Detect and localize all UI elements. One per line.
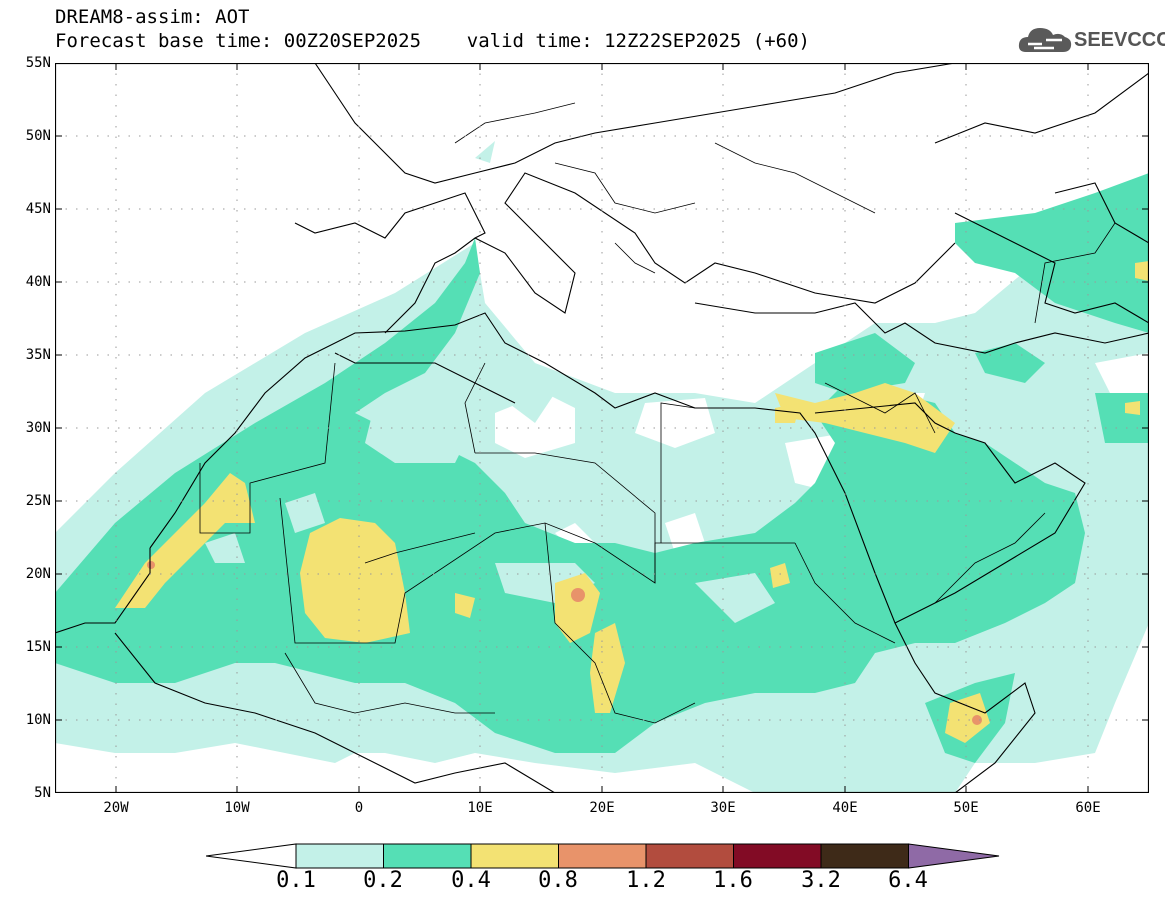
coastlines [55, 63, 1149, 793]
colorbar-label: 3.2 [801, 868, 841, 893]
seevccc-logo: SEEVCCC [1018, 24, 1165, 58]
map-title: DREAM8-assim: AOT [55, 6, 250, 28]
colorbar-label: 0.2 [363, 868, 403, 893]
lon-label: 10W [224, 800, 250, 816]
forecast-times: Forecast base time: 00Z20SEP2025 valid t… [55, 30, 810, 52]
colorbar-swatch [558, 843, 647, 869]
aot-level-0.8 [147, 561, 982, 725]
lat-label: 40N [25, 274, 51, 290]
lat-label: 25N [25, 493, 51, 509]
ticks [55, 63, 1149, 793]
colorbar-label: 0.1 [276, 868, 316, 893]
lat-label: 30N [25, 420, 51, 436]
lon-label: 40E [832, 800, 858, 816]
logo-text: SEEVCCC [1074, 29, 1165, 51]
colorbar-swatch [820, 843, 909, 869]
lat-label: 20N [25, 566, 51, 582]
gridlines [55, 63, 1149, 793]
lon-label: 50E [953, 800, 979, 816]
lat-label: 10N [25, 712, 51, 728]
lon-label: 30E [710, 800, 736, 816]
lon-label: 60E [1075, 800, 1101, 816]
lat-label: 35N [25, 347, 51, 363]
colorbar-swatch [645, 843, 734, 869]
lat-label: 55N [25, 55, 51, 71]
colorbar-label: 0.8 [538, 868, 578, 893]
aot-map [55, 63, 1149, 793]
colorbar-label: 1.6 [713, 868, 753, 893]
colorbar-swatch [733, 843, 822, 869]
lon-label: 0 [354, 800, 364, 816]
lat-label: 5N [34, 785, 51, 801]
lat-label: 45N [25, 201, 51, 217]
colorbar [206, 843, 1000, 869]
aot-level-0.4 [115, 261, 1149, 743]
lon-label: 10E [467, 800, 493, 816]
colorbar-swatch [383, 843, 472, 869]
lat-label: 15N [25, 639, 51, 655]
lat-label: 50N [25, 128, 51, 144]
colorbar-under [206, 843, 297, 869]
colorbar-swatch [470, 843, 559, 869]
lon-label: 20E [589, 800, 615, 816]
colorbar-swatch [295, 843, 384, 869]
borders [199, 102, 1116, 724]
colorbar-label: 0.4 [451, 868, 491, 893]
lon-label: 20W [103, 800, 129, 816]
colorbar-label: 1.2 [626, 868, 666, 893]
colorbar-label: 6.4 [888, 868, 928, 893]
cloud-icon [1018, 28, 1072, 52]
colorbar-over [908, 843, 1000, 869]
